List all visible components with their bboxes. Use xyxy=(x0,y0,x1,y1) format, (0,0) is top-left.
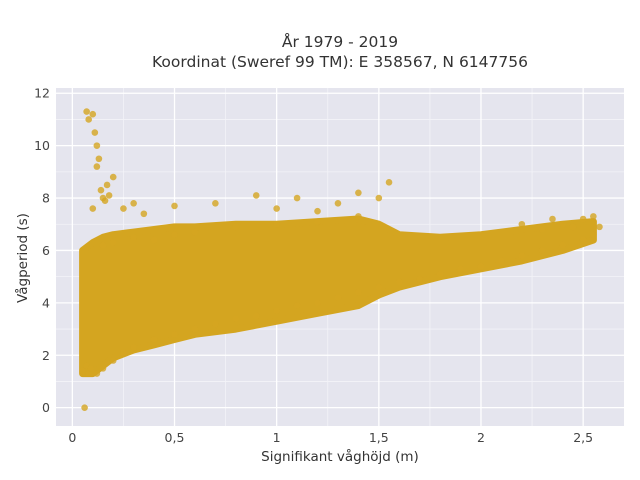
data-points xyxy=(79,108,603,411)
data-point xyxy=(252,192,260,199)
chart-title-line2: Koordinat (Sweref 99 TM): E 358567, N 61… xyxy=(152,53,528,71)
data-point xyxy=(101,197,109,204)
x-axis-label: Signifikant våghöjd (m) xyxy=(261,448,419,465)
data-point xyxy=(293,194,301,202)
chart-title: År 1979 - 2019 Koordinat (Sweref 99 TM):… xyxy=(152,32,528,71)
data-point xyxy=(457,265,464,273)
y-tick-label: 6 xyxy=(42,243,50,258)
data-point xyxy=(130,199,137,207)
data-point xyxy=(120,205,127,212)
data-point xyxy=(103,181,111,189)
data-point xyxy=(538,247,546,254)
data-point xyxy=(81,404,88,411)
data-point xyxy=(232,223,240,231)
data-point xyxy=(97,186,105,194)
data-point xyxy=(355,289,362,296)
data-point xyxy=(477,262,485,270)
x-tick-label: 2,5 xyxy=(573,430,593,445)
data-point xyxy=(596,223,603,231)
data-point xyxy=(334,294,342,301)
x-tick-label: 0 xyxy=(68,430,76,445)
data-point xyxy=(293,302,301,309)
y-axis-ticks: 0 2 4 6 8 10 12 xyxy=(34,86,50,415)
x-tick-label: 0,5 xyxy=(165,430,185,445)
data-point xyxy=(538,226,546,233)
data-point xyxy=(99,365,107,372)
data-point xyxy=(314,207,321,215)
data-point xyxy=(355,189,362,197)
data-point xyxy=(559,241,567,249)
data-point xyxy=(579,236,587,244)
data-point xyxy=(99,241,107,249)
data-point xyxy=(191,228,199,236)
data-point xyxy=(105,192,113,199)
data-point xyxy=(89,205,97,212)
y-tick-label: 0 xyxy=(42,400,50,415)
data-point xyxy=(95,155,103,163)
data-point xyxy=(150,336,158,343)
data-point xyxy=(109,239,117,246)
data-point xyxy=(375,194,383,202)
data-point xyxy=(91,129,99,136)
x-tick-label: 2 xyxy=(477,430,485,445)
data-point xyxy=(150,236,158,244)
data-point xyxy=(579,215,587,223)
data-point xyxy=(559,220,567,228)
data-point xyxy=(549,215,556,223)
data-point xyxy=(273,307,280,315)
data-point xyxy=(232,315,240,322)
data-point xyxy=(140,210,148,218)
data-point xyxy=(395,278,403,286)
data-point xyxy=(130,234,137,241)
x-axis-ticks: 0 0,5 1 1,5 2 2,5 xyxy=(68,430,593,445)
data-point xyxy=(171,330,178,338)
data-point xyxy=(273,220,280,228)
data-point xyxy=(93,142,101,149)
data-point xyxy=(85,116,92,123)
y-tick-label: 2 xyxy=(42,348,50,363)
y-tick-label: 12 xyxy=(34,86,50,101)
y-tick-label: 4 xyxy=(42,295,50,310)
data-point xyxy=(83,108,90,115)
data-point xyxy=(498,257,505,265)
data-point xyxy=(314,218,321,225)
data-point xyxy=(171,231,178,239)
data-point xyxy=(130,344,137,351)
data-point xyxy=(212,199,219,207)
data-point xyxy=(569,223,577,231)
data-point xyxy=(89,110,97,118)
data-point xyxy=(355,213,362,220)
data-point xyxy=(252,312,260,320)
data-point xyxy=(120,349,127,356)
y-tick-label: 8 xyxy=(42,191,50,206)
data-point xyxy=(518,220,526,228)
data-point xyxy=(334,199,342,207)
data-point xyxy=(212,320,219,328)
data-point xyxy=(171,202,178,210)
x-tick-label: 1,5 xyxy=(369,430,389,445)
data-point xyxy=(590,213,597,220)
data-point xyxy=(590,231,597,239)
y-tick-label: 10 xyxy=(34,138,50,153)
data-point xyxy=(109,173,117,181)
data-point xyxy=(191,325,199,333)
data-point xyxy=(109,357,117,364)
data-point xyxy=(93,163,101,170)
data-point xyxy=(375,283,383,291)
data-point xyxy=(436,270,444,278)
data-point xyxy=(416,275,423,283)
data-point xyxy=(314,299,321,307)
chart-title-line1: År 1979 - 2019 xyxy=(282,32,398,51)
data-point xyxy=(385,179,393,186)
data-point xyxy=(87,365,95,372)
data-point xyxy=(79,367,86,375)
data-point xyxy=(273,205,280,212)
data-point xyxy=(518,252,526,259)
x-tick-label: 1 xyxy=(273,430,281,445)
y-axis-label: Vågperiod (s) xyxy=(14,213,31,303)
data-point xyxy=(93,370,101,377)
